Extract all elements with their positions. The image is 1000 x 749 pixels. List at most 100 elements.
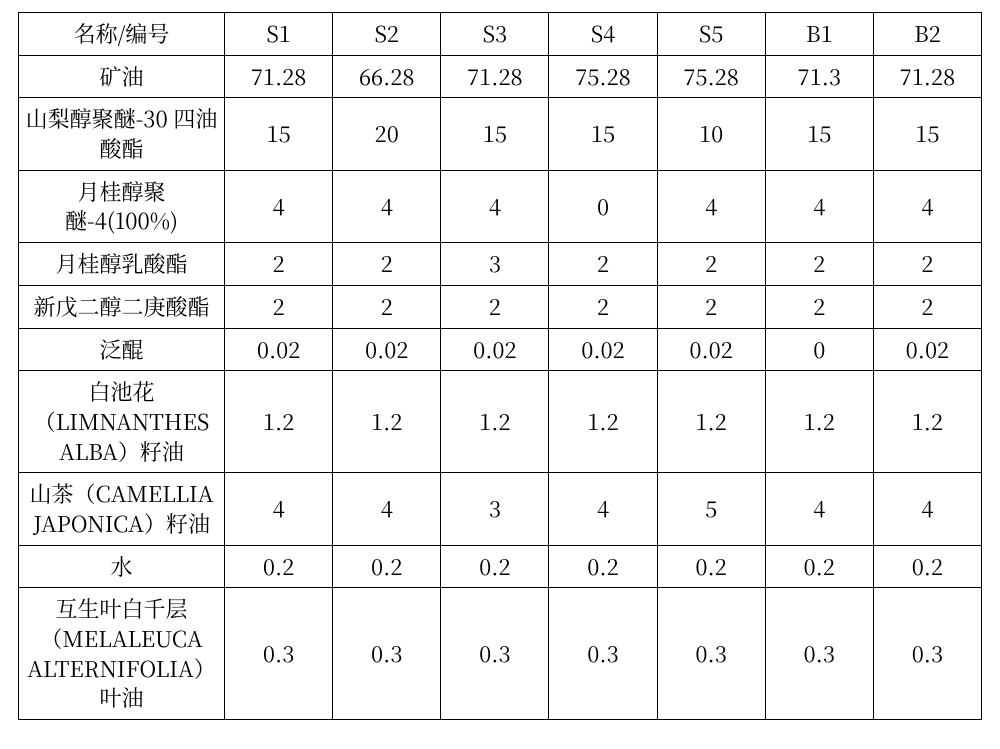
row-label: 山梨醇聚醚-30 四油酸酯: [19, 98, 225, 170]
cell: 0.3: [873, 588, 981, 720]
cell: 2: [765, 243, 873, 286]
table-row: 水 0.2 0.2 0.2 0.2 0.2 0.2 0.2: [19, 545, 982, 588]
cell: 4: [765, 473, 873, 545]
cell: 15: [549, 98, 657, 170]
cell: 0: [765, 328, 873, 371]
row-label: 月桂醇乳酸酯: [19, 243, 225, 286]
cell: 5: [657, 473, 765, 545]
cell: 10: [657, 98, 765, 170]
cell: 2: [765, 285, 873, 328]
cell: 1.2: [873, 371, 981, 473]
cell: 2: [225, 243, 333, 286]
cell: 2: [441, 285, 549, 328]
formulation-table: 名称/编号 S1 S2 S3 S4 S5 B1 B2 矿油 71.28 66.2…: [18, 12, 982, 720]
row-label: 互生叶白千层（MELALEUCA ALTERNIFOLIA）叶油: [19, 588, 225, 720]
cell: S2: [333, 13, 441, 56]
cell: 4: [441, 170, 549, 242]
cell: 2: [873, 285, 981, 328]
cell: 4: [225, 170, 333, 242]
row-label: 月桂醇聚醚-4(100%): [19, 170, 225, 242]
cell: 4: [333, 473, 441, 545]
cell: 4: [657, 170, 765, 242]
cell: 4: [765, 170, 873, 242]
cell: B2: [873, 13, 981, 56]
cell: 4: [225, 473, 333, 545]
cell: 15: [441, 98, 549, 170]
table-row: 名称/编号 S1 S2 S3 S4 S5 B1 B2: [19, 13, 982, 56]
cell: 2: [657, 243, 765, 286]
cell: 0.02: [657, 328, 765, 371]
cell: 3: [441, 473, 549, 545]
cell: 1.2: [225, 371, 333, 473]
cell: 2: [549, 243, 657, 286]
cell: 0.2: [765, 545, 873, 588]
cell: 0.2: [333, 545, 441, 588]
cell: 4: [873, 170, 981, 242]
table-container: 名称/编号 S1 S2 S3 S4 S5 B1 B2 矿油 71.28 66.2…: [0, 0, 1000, 732]
row-label: 名称/编号: [19, 13, 225, 56]
table-row: 泛醌 0.02 0.02 0.02 0.02 0.02 0 0.02: [19, 328, 982, 371]
cell: 0.02: [549, 328, 657, 371]
cell: 2: [657, 285, 765, 328]
row-label: 白池花（LIMNANTHES ALBA）籽油: [19, 371, 225, 473]
cell: 0.2: [441, 545, 549, 588]
cell: 0.3: [225, 588, 333, 720]
cell: 0.3: [549, 588, 657, 720]
cell: 1.2: [765, 371, 873, 473]
cell: S1: [225, 13, 333, 56]
cell: 15: [873, 98, 981, 170]
cell: 0.3: [333, 588, 441, 720]
cell: 0.02: [441, 328, 549, 371]
cell: 0.3: [441, 588, 549, 720]
table-row: 月桂醇聚醚-4(100%) 4 4 4 0 4 4 4: [19, 170, 982, 242]
cell: S5: [657, 13, 765, 56]
cell: 0.02: [225, 328, 333, 371]
cell: 71.3: [765, 55, 873, 98]
cell: B1: [765, 13, 873, 56]
cell: 2: [549, 285, 657, 328]
cell: 1.2: [441, 371, 549, 473]
cell: 0.3: [765, 588, 873, 720]
cell: 71.28: [225, 55, 333, 98]
row-label: 矿油: [19, 55, 225, 98]
cell: 66.28: [333, 55, 441, 98]
cell: 0.02: [873, 328, 981, 371]
cell: 2: [333, 243, 441, 286]
cell: 75.28: [549, 55, 657, 98]
cell: 15: [225, 98, 333, 170]
table-row: 互生叶白千层（MELALEUCA ALTERNIFOLIA）叶油 0.3 0.3…: [19, 588, 982, 720]
row-label: 泛醌: [19, 328, 225, 371]
row-label: 新戊二醇二庚酸酯: [19, 285, 225, 328]
cell: 4: [549, 473, 657, 545]
cell: 20: [333, 98, 441, 170]
cell: 1.2: [657, 371, 765, 473]
cell: 0.2: [549, 545, 657, 588]
cell: 1.2: [333, 371, 441, 473]
cell: 2: [333, 285, 441, 328]
cell: 4: [873, 473, 981, 545]
cell: 71.28: [441, 55, 549, 98]
cell: S3: [441, 13, 549, 56]
cell: 1.2: [549, 371, 657, 473]
cell: 2: [225, 285, 333, 328]
cell: 0.2: [225, 545, 333, 588]
cell: 0.2: [657, 545, 765, 588]
cell: 0.3: [657, 588, 765, 720]
cell: 71.28: [873, 55, 981, 98]
table-row: 白池花（LIMNANTHES ALBA）籽油 1.2 1.2 1.2 1.2 1…: [19, 371, 982, 473]
cell: S4: [549, 13, 657, 56]
cell: 15: [765, 98, 873, 170]
cell: 0.02: [333, 328, 441, 371]
cell: 0: [549, 170, 657, 242]
table-row: 山梨醇聚醚-30 四油酸酯 15 20 15 15 10 15 15: [19, 98, 982, 170]
cell: 2: [873, 243, 981, 286]
cell: 4: [333, 170, 441, 242]
table-row: 新戊二醇二庚酸酯 2 2 2 2 2 2 2: [19, 285, 982, 328]
table-row: 矿油 71.28 66.28 71.28 75.28 75.28 71.3 71…: [19, 55, 982, 98]
table-row: 月桂醇乳酸酯 2 2 3 2 2 2 2: [19, 243, 982, 286]
table-row: 山茶（CAMELLIA JAPONICA）籽油 4 4 3 4 5 4 4: [19, 473, 982, 545]
cell: 0.2: [873, 545, 981, 588]
row-label: 山茶（CAMELLIA JAPONICA）籽油: [19, 473, 225, 545]
cell: 75.28: [657, 55, 765, 98]
row-label: 水: [19, 545, 225, 588]
